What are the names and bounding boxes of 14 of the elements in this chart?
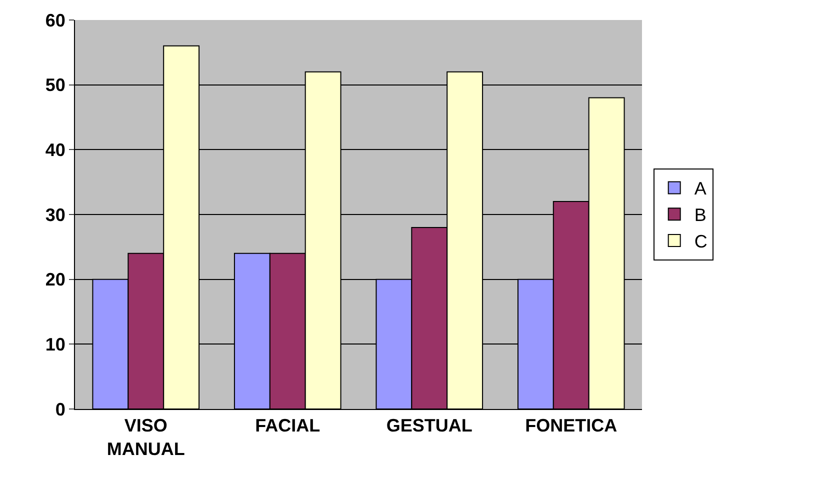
legend-label: A xyxy=(694,178,706,199)
y-tick-label: 30 xyxy=(45,204,66,225)
x-tick-label: VISO MANUAL xyxy=(106,416,185,459)
y-tick-label: 60 xyxy=(45,10,66,30)
x-tick-label: GESTUAL xyxy=(386,416,472,436)
y-tick-label: 20 xyxy=(45,270,66,290)
y-tick-label: 50 xyxy=(45,75,66,96)
legend-label: B xyxy=(694,205,706,226)
y-tick-label: 0 xyxy=(55,399,66,420)
x-tick-label: FACIAL xyxy=(255,416,320,436)
x-tick-label: FONETICA xyxy=(525,416,618,436)
legend-label: C xyxy=(694,232,708,252)
y-tick-label: 40 xyxy=(45,140,66,160)
y-tick-label: 10 xyxy=(45,334,66,354)
